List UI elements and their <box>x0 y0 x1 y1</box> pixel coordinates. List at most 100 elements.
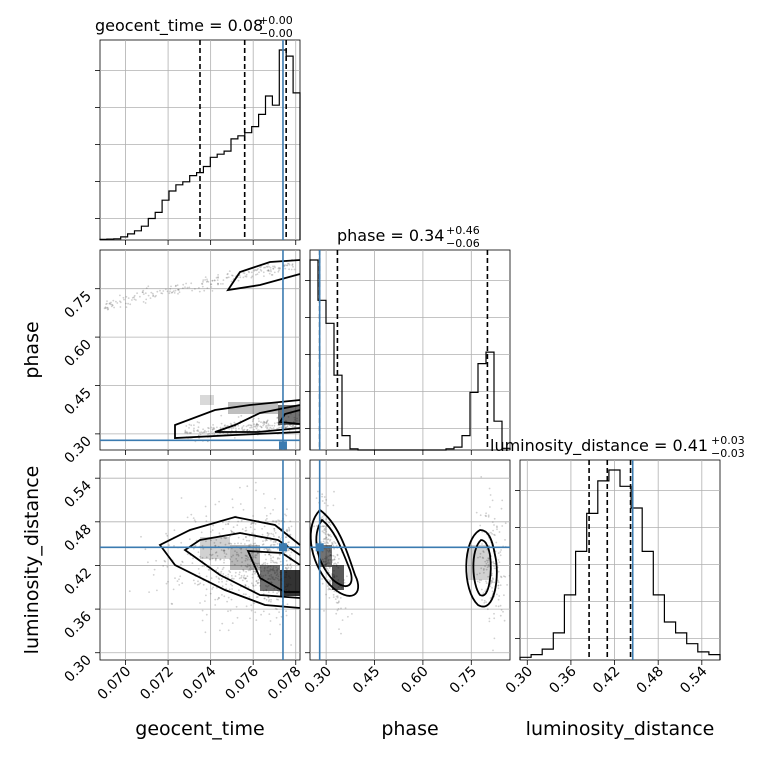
sample-point <box>262 540 264 542</box>
sample-point <box>243 577 246 580</box>
sample-point <box>225 580 228 583</box>
sample-point <box>214 559 217 562</box>
sample-point <box>164 560 167 563</box>
sample-point <box>269 512 272 515</box>
sample-point <box>484 560 487 563</box>
sample-point <box>335 563 338 566</box>
sample-point <box>491 499 494 502</box>
sample-point <box>325 526 327 528</box>
ytick-label: 0.75 <box>61 288 94 321</box>
sample-point <box>500 609 503 611</box>
sample-point <box>201 283 204 285</box>
sample-point <box>227 629 230 632</box>
sample-point <box>240 565 243 567</box>
sample-point <box>287 549 290 552</box>
sample-point <box>278 536 280 538</box>
contour-line <box>472 539 492 597</box>
sample-point <box>209 553 212 556</box>
sample-point <box>287 541 289 544</box>
sample-point <box>270 270 272 273</box>
sample-point <box>230 575 233 577</box>
sample-point <box>328 597 331 599</box>
sample-point <box>327 585 329 587</box>
sample-point <box>245 557 248 560</box>
sample-point <box>270 557 272 560</box>
sample-point <box>217 577 220 579</box>
sample-point <box>238 571 241 574</box>
sample-point <box>184 429 187 432</box>
sample-point <box>487 559 489 562</box>
sample-point <box>288 528 291 530</box>
sample-point <box>199 433 202 436</box>
sample-point <box>205 431 208 433</box>
sample-point <box>268 532 270 535</box>
sample-point <box>480 476 483 478</box>
sample-point <box>214 552 217 554</box>
sample-point <box>329 534 331 536</box>
sample-point <box>205 588 208 591</box>
sample-point <box>476 580 479 583</box>
sample-point <box>122 296 125 299</box>
sample-point <box>245 273 248 276</box>
sample-point <box>267 596 270 599</box>
sample-point <box>177 292 179 295</box>
sample-point <box>202 583 205 586</box>
sample-point <box>230 583 232 586</box>
sample-point <box>340 607 342 610</box>
sample-point <box>493 567 496 570</box>
sample-point <box>327 569 330 572</box>
sample-point <box>267 596 270 599</box>
sample-point <box>497 605 500 608</box>
sample-point <box>488 565 490 568</box>
sample-point <box>192 547 195 550</box>
sample-point <box>263 525 266 528</box>
sample-point <box>273 527 276 530</box>
sample-point <box>264 507 266 509</box>
contour-line <box>183 532 301 599</box>
sample-point <box>201 282 203 285</box>
sample-point <box>155 559 158 562</box>
sample-point <box>488 487 491 490</box>
sample-point <box>491 587 493 589</box>
sample-point <box>220 549 223 551</box>
sample-point <box>294 425 297 428</box>
sample-point <box>131 296 134 299</box>
sample-point <box>500 575 502 578</box>
sample-point <box>337 601 340 604</box>
xtick-label: 0.48 <box>634 664 667 697</box>
sample-point <box>231 274 233 277</box>
sample-point <box>172 588 175 591</box>
sample-point <box>261 527 263 530</box>
sample-point <box>499 604 502 607</box>
sample-point <box>277 519 279 522</box>
sample-point <box>245 548 248 551</box>
sample-point <box>483 571 485 574</box>
sample-point <box>275 541 277 543</box>
sample-point <box>333 490 335 493</box>
sample-point <box>154 295 156 298</box>
sample-point <box>256 596 259 598</box>
sample-point <box>131 299 133 301</box>
sample-point <box>325 518 328 520</box>
sample-point <box>273 265 276 268</box>
sample-point <box>504 522 507 525</box>
sample-point <box>273 535 275 537</box>
sample-point <box>203 431 206 433</box>
sample-point <box>215 575 218 578</box>
sample-point <box>228 520 230 523</box>
sample-point <box>231 530 233 533</box>
sample-point <box>194 520 197 523</box>
sample-point <box>211 557 214 560</box>
sample-point <box>230 555 233 558</box>
sample-point <box>231 531 233 533</box>
sample-point <box>291 264 294 267</box>
sample-point <box>247 586 250 588</box>
sample-point <box>247 424 249 427</box>
sample-point <box>241 426 244 429</box>
sample-point <box>230 423 233 426</box>
sample-point <box>487 557 490 560</box>
sample-point <box>233 421 236 424</box>
sample-point <box>491 579 494 582</box>
sample-point <box>266 532 269 534</box>
sample-point <box>321 578 323 580</box>
